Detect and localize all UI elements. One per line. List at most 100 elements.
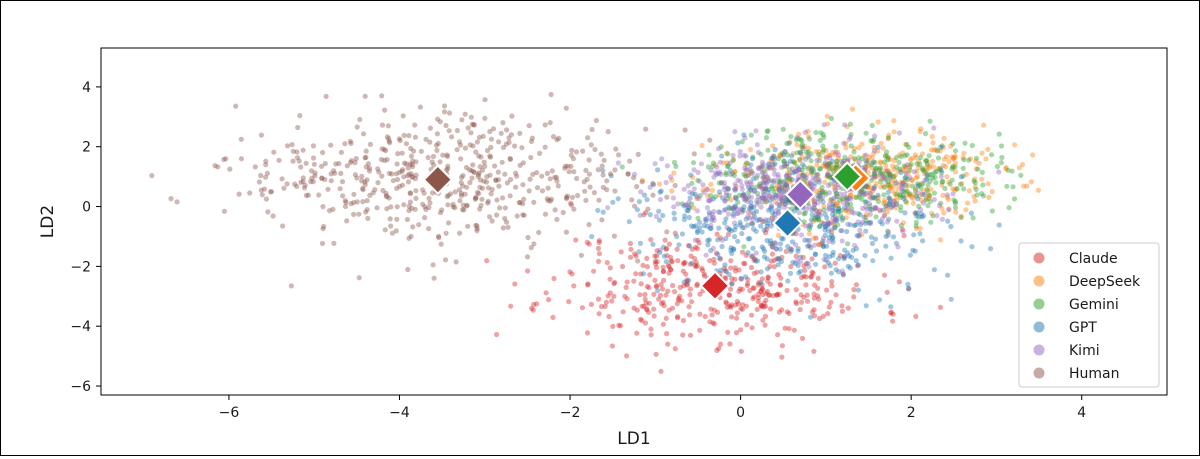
scatter-point-gemini <box>900 192 906 198</box>
scatter-point-claude <box>584 330 591 336</box>
scatter-point-deepseek <box>869 185 875 191</box>
scatter-point-claude <box>809 269 815 275</box>
scatter-point-deepseek <box>831 185 838 191</box>
scatter-point-claude <box>793 299 799 305</box>
scatter-point-human <box>468 130 474 136</box>
scatter-point-deepseek <box>811 199 817 205</box>
scatter-point-gpt <box>790 259 796 265</box>
scatter-point-human <box>575 192 581 199</box>
scatter-point-human <box>527 176 533 182</box>
scatter-point-claude <box>607 290 613 296</box>
scatter-point-human <box>434 131 440 137</box>
scatter-point-gemini <box>940 178 946 184</box>
scatter-point-gemini <box>973 186 979 193</box>
scatter-point-kimi <box>726 211 732 217</box>
scatter-point-kimi <box>810 205 816 211</box>
scatter-point-human <box>469 168 475 174</box>
scatter-point-human <box>319 240 326 247</box>
scatter-point-claude <box>660 299 666 305</box>
scatter-point-kimi <box>880 175 886 181</box>
scatter-point-claude <box>735 301 742 307</box>
scatter-point-deepseek <box>811 235 817 241</box>
scatter-point-claude <box>596 311 602 317</box>
scatter-point-deepseek <box>1021 183 1027 189</box>
scatter-point-human <box>500 225 506 231</box>
scatter-point-gemini <box>1005 167 1011 173</box>
scatter-point-claude <box>646 285 652 291</box>
scatter-point-deepseek <box>902 168 908 174</box>
scatter-point-human <box>379 173 385 179</box>
scatter-point-claude <box>628 246 634 252</box>
scatter-point-deepseek <box>770 143 776 149</box>
scatter-point-gpt <box>853 222 859 228</box>
scatter-point-gpt <box>715 237 721 243</box>
scatter-point-gemini <box>869 207 875 213</box>
scatter-point-deepseek <box>906 192 912 198</box>
scatter-point-human <box>547 176 553 182</box>
scatter-point-gpt <box>910 247 916 253</box>
scatter-point-gpt <box>841 253 848 259</box>
scatter-point-claude <box>687 292 693 298</box>
scatter-point-deepseek <box>827 160 833 166</box>
scatter-point-kimi <box>671 204 677 210</box>
scatter-point-deepseek <box>843 207 850 213</box>
scatter-point-human <box>363 154 369 160</box>
scatter-point-claude <box>899 226 906 232</box>
scatter-point-gpt <box>870 258 876 264</box>
scatter-point-human <box>504 180 510 186</box>
scatter-point-human <box>347 138 353 144</box>
scatter-point-deepseek <box>777 153 783 159</box>
scatter-point-gpt <box>820 199 826 205</box>
scatter-point-gemini <box>864 160 870 166</box>
scatter-point-deepseek <box>699 142 705 149</box>
scatter-point-gpt <box>685 207 691 214</box>
scatter-point-gpt <box>719 153 725 159</box>
scatter-point-gpt <box>770 244 776 250</box>
scatter-point-gemini <box>839 195 845 202</box>
scatter-point-claude <box>776 309 782 315</box>
scatter-point-human <box>149 173 155 179</box>
scatter-point-gemini <box>935 155 942 161</box>
scatter-point-kimi <box>776 211 782 217</box>
scatter-point-deepseek <box>952 169 959 175</box>
scatter-point-gemini <box>939 170 945 176</box>
scatter-point-gpt <box>797 254 803 260</box>
scatter-point-gemini <box>886 171 893 177</box>
scatter-point-claude <box>767 281 773 287</box>
scatter-point-claude <box>637 292 643 298</box>
scatter-point-gemini <box>969 142 975 149</box>
scatter-point-kimi <box>939 216 945 222</box>
scatter-point-kimi <box>748 181 755 187</box>
scatter-point-claude <box>760 317 766 323</box>
scatter-point-gpt <box>840 272 846 278</box>
scatter-point-kimi <box>844 198 850 204</box>
scatter-point-deepseek <box>929 210 935 216</box>
scatter-point-deepseek <box>840 196 847 202</box>
scatter-point-claude <box>721 265 728 271</box>
scatter-point-deepseek <box>863 164 869 170</box>
scatter-point-gemini <box>970 215 976 221</box>
scatter-point-human <box>408 171 414 177</box>
scatter-point-gpt <box>749 253 755 259</box>
scatter-point-gemini <box>875 198 882 205</box>
scatter-point-gemini <box>930 213 936 219</box>
scatter-point-claude <box>802 267 808 273</box>
scatter-point-claude <box>778 275 784 281</box>
scatter-point-deepseek <box>824 174 830 180</box>
scatter-point-deepseek <box>927 193 933 199</box>
scatter-point-claude <box>759 276 765 282</box>
scatter-point-kimi <box>717 169 723 175</box>
scatter-point-gemini <box>764 198 770 205</box>
scatter-point-deepseek <box>805 133 812 139</box>
scatter-point-human <box>319 175 325 181</box>
scatter-point-gemini <box>705 164 712 170</box>
scatter-point-claude <box>638 281 644 287</box>
scatter-point-kimi <box>812 176 818 182</box>
scatter-point-gemini <box>713 194 719 200</box>
scatter-point-deepseek <box>940 144 946 151</box>
scatter-point-kimi <box>863 157 869 164</box>
scatter-point-kimi <box>838 228 844 234</box>
scatter-point-claude <box>684 279 690 285</box>
scatter-point-human <box>174 199 180 205</box>
scatter-point-claude <box>810 270 816 276</box>
